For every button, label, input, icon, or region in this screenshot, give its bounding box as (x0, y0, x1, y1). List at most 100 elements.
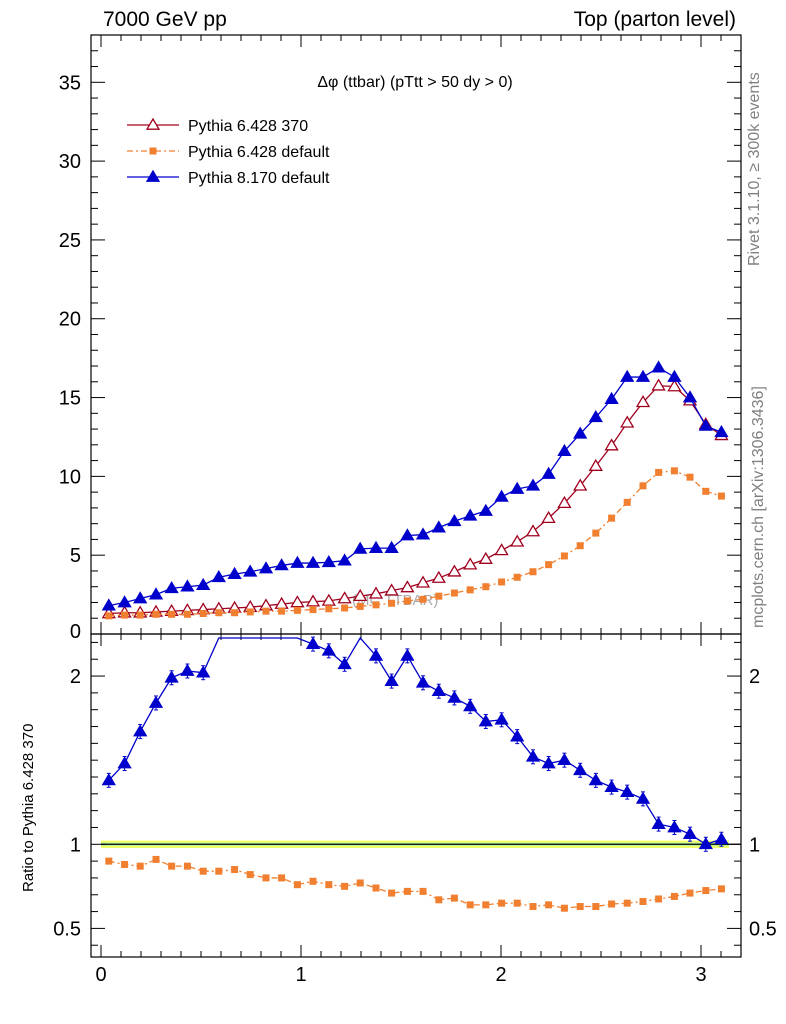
ratio-series (101, 636, 729, 852)
main-point (148, 587, 164, 600)
main-point (604, 391, 619, 404)
main-point (435, 592, 443, 600)
y-tick-label: 35 (59, 72, 81, 94)
ratio-point (101, 773, 116, 786)
y-tick-label: 15 (59, 388, 81, 410)
ratio-point (325, 881, 333, 889)
main-point (293, 606, 301, 614)
main-point (717, 492, 725, 500)
main-point (686, 473, 694, 481)
ratio-point (278, 874, 286, 882)
ratio-point (702, 887, 710, 895)
ratio-point (635, 791, 651, 804)
ratio-point (121, 860, 129, 868)
main-point (623, 498, 631, 506)
main-point (698, 418, 713, 431)
main-point (231, 609, 239, 617)
main-point (702, 487, 710, 495)
main-point (620, 369, 635, 382)
ratio-point (592, 903, 600, 911)
ratio-point (321, 643, 336, 656)
main-point (105, 612, 113, 620)
y-tick-label: 25 (59, 230, 81, 252)
ratio-y-tick-label-right: 0.5 (749, 918, 777, 940)
x-tick-label: 0 (95, 964, 106, 986)
main-point (337, 591, 352, 604)
main-point (290, 595, 305, 608)
main-series (105, 467, 725, 620)
ratio-point (305, 636, 321, 649)
ratio-point (215, 867, 223, 875)
main-point (305, 555, 321, 568)
main-point (466, 586, 474, 594)
main-point (227, 566, 242, 579)
ratio-point (231, 866, 239, 874)
main-point (278, 607, 286, 615)
ratio-point (717, 885, 725, 893)
main-point (447, 514, 462, 527)
main-point (101, 598, 116, 611)
ratio-point (415, 675, 431, 688)
main-point (498, 578, 506, 586)
main-point (588, 409, 603, 423)
legend-label: Pythia 6.428 370 (188, 118, 308, 135)
main-point (353, 588, 368, 602)
y-tick-label: 10 (59, 466, 81, 488)
main-point (573, 426, 588, 439)
main-point (463, 508, 478, 521)
ratio-point (164, 670, 179, 683)
ratio-point (180, 663, 195, 676)
main-point (608, 514, 616, 522)
main-point (262, 607, 270, 615)
main-point (168, 610, 176, 618)
ratio-point (686, 889, 694, 897)
main-point (588, 458, 603, 471)
ratio-point (529, 903, 537, 911)
main-point (525, 478, 541, 491)
main-point (635, 394, 651, 408)
ratio-point (604, 779, 619, 792)
ratio-point (419, 887, 427, 895)
main-series-line (108, 385, 722, 615)
ratio-point (435, 896, 443, 904)
main-point (274, 558, 289, 571)
main-point (525, 524, 541, 537)
main-point (541, 466, 556, 479)
main-point (651, 378, 666, 391)
mcplots-label: mcplots.cern.ch [arXiv:1306.3436] (750, 386, 767, 628)
main-point (215, 609, 223, 617)
main-point (321, 593, 336, 606)
main-point (290, 555, 305, 568)
main-point (482, 583, 490, 591)
main-series (101, 360, 729, 611)
ratio-point (246, 871, 254, 879)
ratio-point (450, 894, 458, 902)
ratio-point (368, 648, 384, 661)
ratio-point (136, 862, 144, 870)
main-point (133, 591, 148, 604)
ratio-point (384, 673, 399, 686)
main-point (431, 570, 446, 583)
main-point (670, 467, 678, 475)
main-point (183, 610, 191, 618)
ratio-point (337, 656, 352, 670)
ratio-point (466, 901, 474, 909)
ratio-point (576, 903, 584, 911)
ratio-y-tick-label: 1 (70, 834, 81, 856)
ratio-point (557, 752, 572, 766)
ratio-point (670, 892, 678, 900)
ratio-point (573, 762, 588, 776)
ratio-point (388, 889, 396, 897)
ratio-point (494, 712, 509, 725)
ratio-point (608, 900, 616, 908)
ratio-point (510, 729, 525, 742)
main-point (199, 610, 207, 618)
ratio-point (620, 784, 635, 797)
main-point (136, 611, 144, 619)
x-tick-label: 1 (295, 964, 306, 986)
main-point (510, 481, 525, 494)
main-point (667, 369, 682, 382)
ratio-point (478, 714, 493, 727)
main-point (403, 597, 411, 605)
